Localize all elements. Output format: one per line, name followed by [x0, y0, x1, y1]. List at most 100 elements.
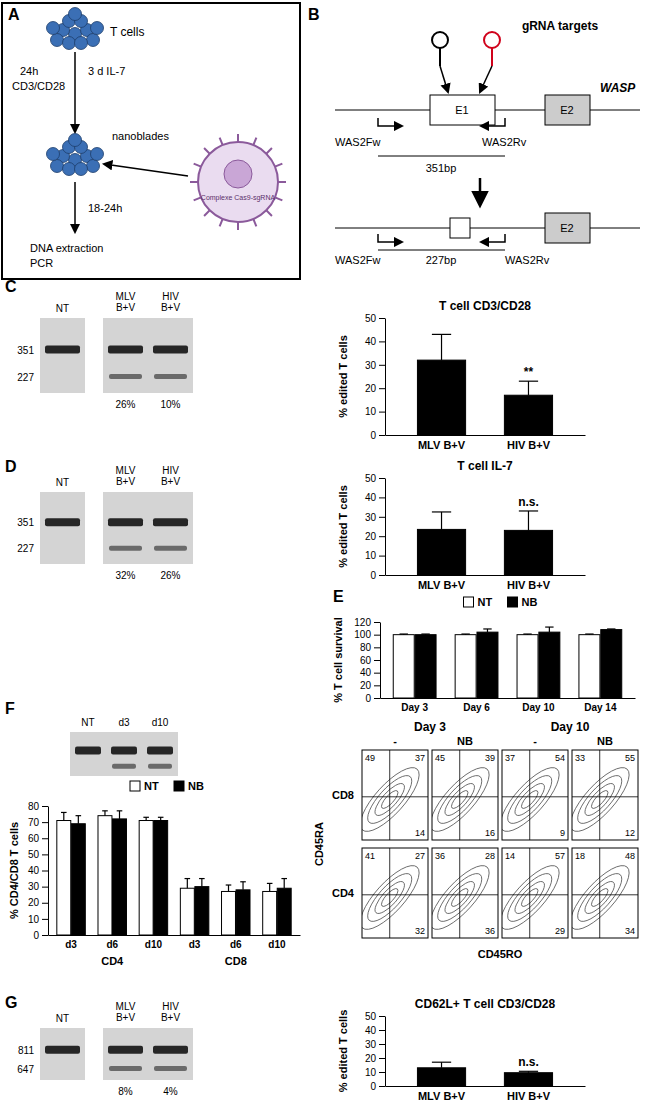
plot-frame	[432, 848, 498, 938]
tick: 10	[28, 914, 48, 925]
chart-title: T cell IL-7	[457, 459, 513, 473]
error-bar	[607, 628, 615, 630]
label: 3 d IL-7	[88, 65, 125, 77]
error-bar	[483, 629, 491, 632]
x-axis: MLV B+VHIV B+V	[386, 575, 586, 591]
x-axis: MLV B+VHIV B+V	[386, 435, 586, 451]
gel-image	[103, 1028, 193, 1080]
panel-letter: A	[8, 6, 20, 23]
nanoblade	[198, 142, 278, 222]
arrow	[74, 182, 76, 232]
spike	[220, 219, 223, 226]
edit-percent: 26%	[160, 570, 180, 581]
bar	[417, 529, 465, 575]
bar	[277, 888, 291, 935]
arrow	[480, 66, 492, 92]
gel: NTMLVB+VHIVB+V35122726%10%	[17, 291, 193, 410]
legend-swatch	[174, 781, 184, 791]
tick-mark	[42, 806, 48, 807]
tick-label: 120	[354, 617, 371, 628]
bar	[579, 635, 600, 698]
error-line	[441, 512, 442, 529]
spike	[237, 134, 239, 142]
gel-band	[108, 518, 143, 526]
contours	[432, 759, 498, 839]
tick-label: Day 3	[401, 702, 428, 713]
tick-mark	[374, 622, 380, 623]
condition-label: -	[533, 735, 537, 747]
cell	[51, 160, 64, 173]
quadrant-percent: 45	[435, 753, 445, 763]
gel-band	[154, 1066, 187, 1071]
tick-mark	[379, 412, 385, 413]
tick-mark	[379, 1086, 385, 1087]
bar	[504, 1073, 552, 1086]
plot-frame	[502, 750, 568, 840]
spike	[220, 138, 223, 145]
legend: NTNB	[464, 596, 538, 608]
arrow	[104, 164, 188, 176]
quadrant-percent: 39	[485, 753, 495, 763]
gel-image	[40, 492, 85, 564]
panel-letter: G	[5, 994, 17, 1011]
chart-bar: 01020304050MLV B+VHIV B+VCD62L+ T cell C…	[337, 997, 586, 1102]
tick-label: Day 6	[463, 702, 490, 713]
axis-line	[385, 319, 386, 436]
contour	[432, 759, 498, 839]
quadrant-percent: 49	[365, 753, 375, 763]
cell	[75, 37, 88, 50]
lane-label: MLVB+V	[116, 1001, 136, 1023]
group-label: CD8	[225, 955, 247, 967]
label: T cells	[110, 25, 144, 39]
tick-mark	[42, 919, 48, 920]
tick: 0	[370, 570, 385, 581]
tick: HIV B+V	[507, 1086, 551, 1102]
gel-band	[109, 374, 142, 379]
chart-title: T cell CD3/CD28	[439, 299, 531, 313]
primer	[378, 118, 402, 126]
error-line	[242, 882, 243, 890]
tick-label: 60	[28, 833, 40, 844]
arrow	[74, 52, 76, 132]
gate-line	[362, 796, 428, 797]
bar	[263, 891, 277, 935]
error-cap	[61, 812, 67, 813]
error-bar	[102, 811, 108, 816]
error-line	[187, 879, 188, 889]
gate-line	[599, 750, 600, 840]
tick-mark	[42, 871, 48, 872]
error-bar	[432, 1062, 451, 1068]
tick-mark	[379, 556, 385, 557]
cell	[69, 134, 82, 147]
axis-line	[385, 1017, 386, 1087]
gel-band	[153, 518, 188, 526]
tick: 80	[28, 801, 48, 812]
quadrant-percent: 55	[625, 753, 635, 763]
gate-line	[529, 848, 530, 938]
flow-plot: 412732	[352, 848, 428, 938]
tick: 20	[365, 383, 385, 394]
bar	[417, 1068, 465, 1086]
plot-area	[417, 334, 552, 435]
bar	[180, 888, 194, 935]
spike	[278, 181, 286, 183]
tick-label: 20	[360, 680, 372, 691]
tick: 0	[370, 430, 385, 441]
tick-mark	[379, 536, 385, 537]
legend-label: NB	[522, 596, 538, 608]
contour	[502, 867, 558, 927]
axis-line	[48, 807, 49, 936]
grna	[484, 32, 500, 48]
contour	[502, 857, 568, 937]
contour	[362, 769, 418, 829]
spike	[266, 210, 272, 216]
bar	[57, 821, 71, 935]
tick: 0	[365, 693, 380, 704]
quadrant-percent: 28	[485, 851, 495, 861]
quadrant-percent: 36	[485, 926, 495, 936]
tick-mark	[374, 647, 380, 648]
plot-frame	[572, 750, 638, 840]
flow-plots: Day 3-NBDay 10-NBCD849371445391637549335…	[313, 720, 638, 960]
error-cap	[158, 817, 164, 818]
error-cap	[400, 633, 408, 634]
